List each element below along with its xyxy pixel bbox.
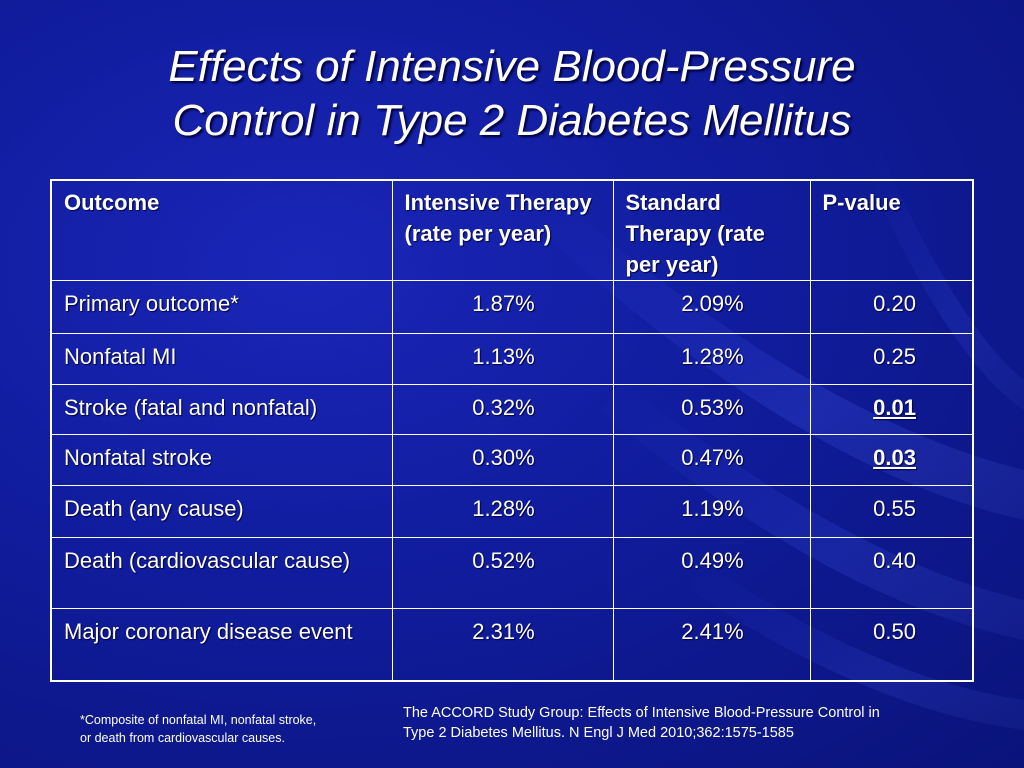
header-intensive-therapy: Intensive Therapy (rate per year): [391, 179, 614, 281]
standard-rate-cell: 1.28%: [612, 333, 811, 385]
table-row: Stroke (fatal and nonfatal) 0.32% 0.53% …: [50, 384, 974, 435]
p-value-cell: 0.50: [809, 608, 974, 681]
p-value-cell: 0.25: [809, 333, 974, 385]
standard-rate-cell: 0.49%: [612, 537, 811, 609]
standard-rate-cell: 2.09%: [612, 280, 811, 334]
outcome-cell: Primary outcome*: [50, 280, 393, 334]
p-value-cell: 0.01: [809, 384, 974, 435]
table-row: Nonfatal MI 1.13% 1.28% 0.25: [50, 333, 974, 385]
slide-title-line-1: Effects of Intensive Blood-Pressure: [168, 42, 856, 91]
outcome-cell: Nonfatal stroke: [50, 434, 393, 486]
table-row: Death (cardiovascular cause) 0.52% 0.49%…: [50, 537, 974, 609]
standard-rate-cell: 2.41%: [612, 608, 811, 681]
table-header-row: Outcome Intensive Therapy (rate per year…: [50, 179, 974, 281]
p-value-cell: 0.20: [809, 280, 974, 334]
outcome-cell: Death (cardiovascular cause): [50, 537, 393, 609]
header-outcome: Outcome: [50, 179, 393, 281]
standard-rate-cell: 0.47%: [612, 434, 811, 486]
table-row: Nonfatal stroke 0.30% 0.47% 0.03: [50, 434, 974, 486]
intensive-rate-cell: 1.13%: [391, 333, 614, 385]
footnote: *Composite of nonfatal MI, nonfatal stro…: [80, 713, 317, 745]
table-row: Death (any cause) 1.28% 1.19% 0.55: [50, 485, 974, 538]
table-row: Major coronary disease event 2.31% 2.41%…: [50, 608, 974, 681]
header-p-value: P-value: [809, 179, 974, 281]
p-value-cell: 0.40: [809, 537, 974, 609]
citation: The ACCORD Study Group: Effects of Inten…: [403, 705, 880, 741]
intensive-rate-cell: 0.30%: [391, 434, 614, 486]
outcome-cell: Stroke (fatal and nonfatal): [50, 384, 393, 435]
intensive-rate-cell: 0.52%: [391, 537, 614, 609]
intensive-rate-cell: 1.28%: [391, 485, 614, 538]
intensive-rate-cell: 2.31%: [391, 608, 614, 681]
standard-rate-cell: 0.53%: [612, 384, 811, 435]
header-standard-therapy: Standard Therapy (rate per year): [612, 179, 811, 281]
outcome-cell: Death (any cause): [50, 485, 393, 538]
outcome-cell: Major coronary disease event: [50, 608, 393, 681]
outcome-cell: Nonfatal MI: [50, 333, 393, 385]
slide-title: Effects of Intensive Blood-Pressure Cont…: [40, 40, 984, 148]
standard-rate-cell: 1.19%: [612, 485, 811, 538]
outcomes-table: Outcome Intensive Therapy (rate per year…: [50, 179, 974, 682]
table-row: Primary outcome* 1.87% 2.09% 0.20: [50, 280, 974, 334]
slide-title-line-2: Control in Type 2 Diabetes Mellitus: [172, 96, 852, 145]
p-value-cell: 0.03: [809, 434, 974, 486]
p-value-cell: 0.55: [809, 485, 974, 538]
intensive-rate-cell: 1.87%: [391, 280, 614, 334]
significant-p-value: 0.01: [873, 395, 916, 420]
intensive-rate-cell: 0.32%: [391, 384, 614, 435]
significant-p-value: 0.03: [873, 445, 916, 470]
